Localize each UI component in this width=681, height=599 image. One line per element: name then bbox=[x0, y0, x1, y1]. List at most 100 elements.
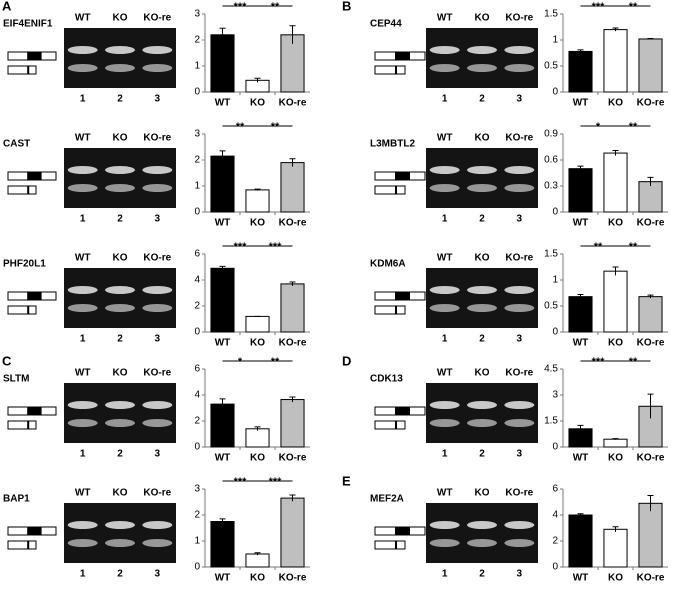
error-bar bbox=[612, 266, 619, 276]
panel-letter: C bbox=[2, 353, 12, 368]
bar bbox=[638, 296, 663, 333]
error-bar bbox=[219, 27, 226, 42]
y-tick-label: 3 bbox=[552, 390, 558, 401]
exon-junction bbox=[27, 541, 30, 549]
x-tick-label: WT bbox=[215, 573, 231, 584]
x-tick-label: KO-re bbox=[637, 338, 665, 349]
y-tick-label: 1 bbox=[194, 536, 200, 547]
bar bbox=[280, 497, 305, 568]
exon-junction bbox=[395, 306, 397, 314]
bar bbox=[638, 181, 663, 213]
x-tick-label: WT bbox=[573, 98, 589, 109]
y-tick-label: 6 bbox=[194, 249, 200, 260]
x-tick-label: KO bbox=[250, 338, 265, 349]
gel-band bbox=[429, 401, 460, 409]
error-bar bbox=[577, 424, 584, 433]
gel-band bbox=[67, 401, 98, 409]
bar bbox=[245, 315, 270, 333]
bar bbox=[568, 514, 593, 568]
gel-band bbox=[67, 286, 98, 294]
y-tick-label: 2 bbox=[194, 35, 200, 46]
exon-included bbox=[395, 527, 410, 535]
lane-number: 3 bbox=[517, 449, 523, 460]
lane-label: KO-re bbox=[143, 13, 171, 24]
lane-label: WT bbox=[75, 253, 91, 264]
lane-label: KO-re bbox=[505, 133, 533, 144]
error-bar bbox=[577, 165, 584, 172]
y-tick-label: 0.3 bbox=[544, 181, 558, 192]
gel-band bbox=[105, 539, 135, 547]
y-tick-label: 6 bbox=[194, 364, 200, 375]
lane-label: KO-re bbox=[505, 253, 533, 264]
gel bbox=[64, 268, 176, 328]
gel bbox=[426, 268, 538, 328]
lane-number: 1 bbox=[442, 214, 448, 225]
lane-number: 2 bbox=[479, 94, 485, 105]
gel-band bbox=[467, 286, 497, 294]
error-bar bbox=[577, 294, 584, 299]
exon-junction bbox=[27, 66, 30, 74]
error-bar bbox=[219, 518, 226, 525]
bar bbox=[638, 38, 663, 93]
y-tick-label: 1 bbox=[194, 181, 200, 192]
y-tick-label: 6 bbox=[552, 484, 558, 495]
lane-label: KO-re bbox=[505, 368, 533, 379]
y-tick-label: 0.5 bbox=[544, 301, 558, 312]
bar bbox=[245, 553, 270, 568]
bar bbox=[603, 270, 628, 333]
exon-schematic bbox=[374, 185, 406, 195]
bar bbox=[603, 438, 628, 448]
lane-label: WT bbox=[437, 368, 453, 379]
lane-number: 2 bbox=[479, 449, 485, 460]
exon-junction bbox=[395, 421, 397, 429]
gel bbox=[64, 148, 176, 208]
gel-band bbox=[467, 304, 497, 312]
significance-label: *** bbox=[234, 1, 248, 13]
y-tick-label: 4.5 bbox=[544, 364, 558, 375]
gel-band bbox=[142, 286, 173, 294]
lane-label: KO bbox=[113, 253, 128, 264]
gel-band bbox=[467, 64, 497, 72]
error-bar bbox=[254, 188, 261, 191]
error-bar bbox=[289, 158, 296, 167]
y-tick-label: 2 bbox=[194, 416, 200, 427]
bar bbox=[280, 283, 305, 333]
y-tick-label: 3 bbox=[194, 9, 200, 20]
exon-junction bbox=[395, 66, 397, 74]
panel-letter: E bbox=[342, 473, 351, 488]
exon-included bbox=[27, 292, 42, 300]
gel-band bbox=[429, 184, 460, 192]
bar bbox=[245, 189, 270, 213]
exon-schematic bbox=[374, 420, 406, 430]
lane-number: 2 bbox=[117, 214, 123, 225]
panel-letter: A bbox=[2, 0, 12, 13]
lane-label: KO bbox=[113, 133, 128, 144]
x-tick-label: WT bbox=[573, 573, 589, 584]
lane-label: WT bbox=[437, 13, 453, 24]
exon-junction bbox=[27, 186, 30, 194]
error-bar bbox=[647, 393, 654, 419]
significance-label: ** bbox=[629, 121, 638, 133]
x-tick-label: KO bbox=[608, 338, 623, 349]
x-tick-label: KO bbox=[250, 453, 265, 464]
bar bbox=[280, 162, 305, 213]
significance-label: ** bbox=[629, 241, 638, 253]
gel bbox=[64, 383, 176, 443]
lane-number: 1 bbox=[80, 334, 86, 345]
x-tick-label: WT bbox=[215, 453, 231, 464]
y-tick-label: 1.5 bbox=[544, 416, 558, 427]
error-bar bbox=[289, 281, 296, 286]
gel-band bbox=[467, 401, 497, 409]
gene-name: CDK13 bbox=[370, 374, 403, 385]
exon-junction bbox=[395, 541, 397, 549]
gel-band bbox=[142, 419, 173, 427]
significance-label: *** bbox=[592, 1, 606, 13]
x-tick-label: WT bbox=[573, 338, 589, 349]
exon-schematic bbox=[7, 540, 37, 550]
bar bbox=[603, 152, 628, 213]
bar bbox=[210, 521, 235, 568]
significance-label: *** bbox=[269, 476, 283, 488]
exon-junction bbox=[27, 306, 30, 314]
lane-label: KO bbox=[113, 488, 128, 499]
gel-band bbox=[504, 304, 535, 312]
